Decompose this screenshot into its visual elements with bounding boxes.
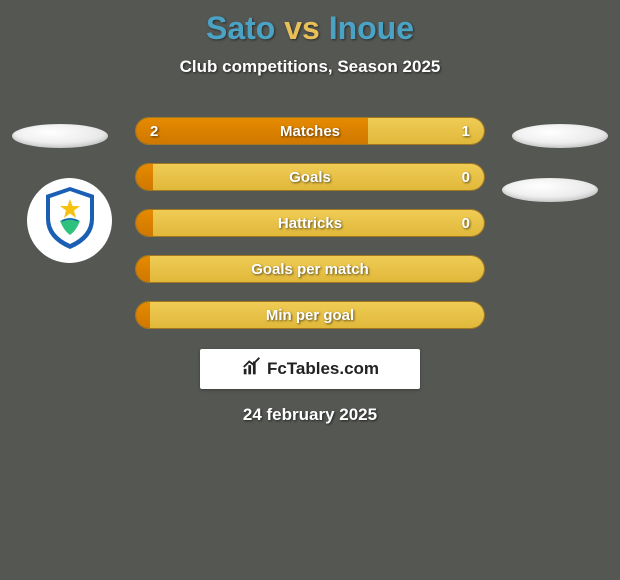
avatar-placeholder	[502, 178, 598, 202]
stat-bar-left	[136, 256, 150, 282]
stat-bar-right: 0	[153, 210, 484, 236]
club-crest-avatar	[27, 178, 112, 263]
date-text: 24 february 2025	[0, 405, 620, 425]
stat-row: Goals per match	[0, 255, 620, 283]
stat-bar-right: 0	[153, 164, 484, 190]
title-vs: vs	[284, 10, 320, 46]
stat-bar-right	[150, 302, 484, 328]
avatar-placeholder	[512, 124, 608, 148]
stat-bar-right: 1	[368, 118, 484, 144]
page-title: Sato vs Inoue	[0, 0, 620, 47]
attribution-text: FcTables.com	[267, 359, 379, 379]
stat-row: Min per goal	[0, 301, 620, 329]
title-player1: Sato	[206, 10, 275, 46]
stat-bar: 0Goals	[135, 163, 485, 191]
stat-bar: 21Matches	[135, 117, 485, 145]
stat-bar-left	[136, 164, 153, 190]
stat-bar: Min per goal	[135, 301, 485, 329]
chart-icon	[241, 356, 263, 383]
stat-bar: 0Hattricks	[135, 209, 485, 237]
avatar-placeholder	[12, 124, 108, 148]
stat-bar-left	[136, 210, 153, 236]
title-player2: Inoue	[329, 10, 414, 46]
attribution-badge: FcTables.com	[200, 349, 420, 389]
stat-bar-left: 2	[136, 118, 368, 144]
stat-bar: Goals per match	[135, 255, 485, 283]
stat-bar-right	[150, 256, 484, 282]
stat-bar-left	[136, 302, 150, 328]
club-crest-icon	[42, 185, 98, 256]
subtitle: Club competitions, Season 2025	[0, 57, 620, 77]
